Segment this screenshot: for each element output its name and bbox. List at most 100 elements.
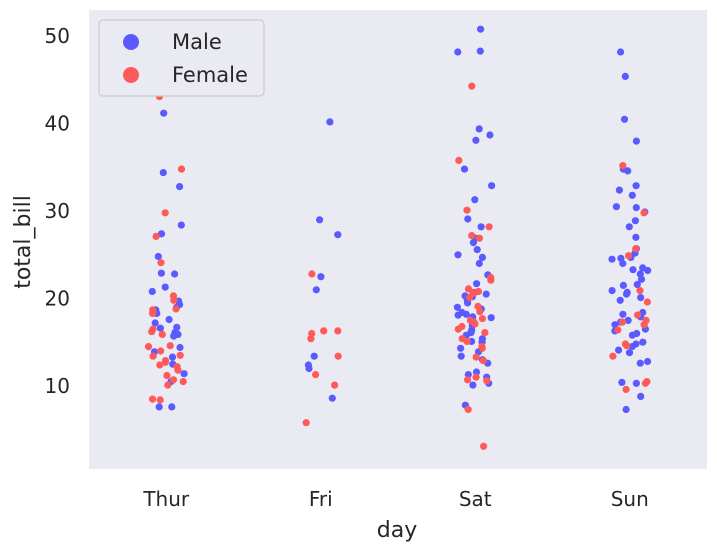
data-point-female: [334, 327, 342, 335]
data-point-male: [644, 357, 652, 366]
data-point-male: [334, 231, 342, 239]
y-axis-ticks: 10 20 30 40 50: [45, 24, 70, 398]
data-point-female: [483, 377, 491, 385]
data-point-female: [148, 395, 157, 403]
data-point-female: [144, 343, 153, 351]
data-point-male: [633, 329, 641, 338]
data-point-female: [149, 325, 157, 333]
y-tick-label: 30: [45, 199, 70, 223]
x-axis-ticks: Thur Fri Sat Sun: [142, 487, 648, 511]
data-point-male: [312, 286, 320, 294]
data-point-male: [457, 344, 465, 352]
data-point-male: [155, 403, 163, 411]
data-point-female: [464, 376, 472, 384]
data-point-female: [481, 329, 489, 337]
data-point-male: [625, 223, 633, 231]
data-point-female: [614, 326, 622, 334]
data-point-male: [629, 266, 637, 274]
data-point-male: [482, 290, 490, 298]
data-point-male: [176, 343, 184, 352]
data-point-male: [171, 270, 179, 278]
data-point-female: [636, 287, 644, 295]
data-point-male: [608, 255, 616, 263]
data-point-male: [478, 253, 486, 261]
data-point-male: [464, 215, 472, 223]
data-point-female: [156, 396, 164, 404]
data-point-male: [326, 118, 334, 126]
data-point-male: [478, 335, 486, 343]
data-point-female: [169, 376, 178, 384]
data-point-female: [308, 270, 316, 278]
data-point-female: [152, 232, 160, 240]
data-point-male: [176, 183, 184, 191]
data-point-male: [639, 264, 647, 272]
data-point-male: [472, 136, 480, 144]
data-point-male: [618, 378, 626, 386]
data-point-male: [617, 254, 625, 262]
data-point-male: [619, 281, 628, 289]
y-axis-title: total_bill: [11, 195, 36, 289]
data-point-male: [621, 72, 629, 80]
data-point-male: [622, 405, 630, 414]
data-point-female: [458, 335, 466, 343]
data-point-male: [615, 346, 623, 354]
data-point-female: [474, 287, 483, 296]
data-point-male: [476, 47, 484, 55]
data-point-male: [161, 283, 169, 291]
data-point-female: [485, 223, 493, 231]
data-point-female: [161, 357, 170, 365]
data-point-female: [640, 209, 648, 217]
data-point-female: [479, 357, 487, 365]
data-point-male: [148, 287, 156, 296]
data-point-male: [177, 221, 185, 229]
data-point-male: [310, 352, 318, 360]
x-tick-label: Sun: [611, 487, 649, 511]
data-point-male: [637, 392, 645, 400]
legend-label-male: Male: [172, 30, 222, 54]
data-point-male: [156, 324, 164, 332]
data-point-male: [475, 259, 483, 268]
data-point-female: [618, 318, 627, 326]
data-point-male: [157, 269, 165, 277]
data-point-male: [454, 251, 462, 259]
data-point-male: [612, 203, 621, 211]
data-point-female: [625, 252, 633, 260]
data-point-male: [633, 280, 641, 289]
data-point-female: [474, 302, 482, 310]
data-point-male: [460, 165, 469, 173]
data-point-male: [165, 315, 173, 324]
data-point-male: [632, 379, 641, 387]
data-point-male: [619, 310, 627, 318]
data-point-female: [308, 329, 316, 338]
legend-marker-female: [123, 67, 139, 83]
data-point-male: [304, 361, 312, 369]
data-point-male: [471, 196, 479, 204]
data-point-female: [472, 373, 480, 381]
data-point-male: [154, 252, 162, 261]
data-point-male: [637, 294, 645, 302]
data-point-male: [458, 308, 466, 317]
legend: Male Female: [98, 19, 265, 97]
data-point-male: [157, 230, 166, 238]
data-point-female: [634, 311, 642, 319]
data-point-female: [312, 371, 320, 379]
data-point-female: [149, 352, 157, 360]
data-point-female: [157, 347, 165, 355]
data-point-female: [643, 298, 652, 306]
data-point-male: [168, 353, 177, 361]
x-tick-label: Sat: [459, 487, 492, 511]
data-point-male: [151, 319, 159, 327]
data-point-male: [608, 287, 616, 295]
data-point-female: [156, 361, 164, 369]
data-point-female: [166, 342, 174, 350]
data-point-female: [334, 352, 342, 360]
data-point-male: [632, 340, 640, 348]
data-point-male: [486, 131, 494, 139]
data-point-female: [149, 306, 157, 314]
data-point-female: [468, 232, 476, 240]
data-point-female: [487, 273, 495, 282]
data-points: [144, 25, 652, 450]
data-point-male: [632, 182, 640, 190]
y-tick-label: 50: [45, 24, 70, 48]
